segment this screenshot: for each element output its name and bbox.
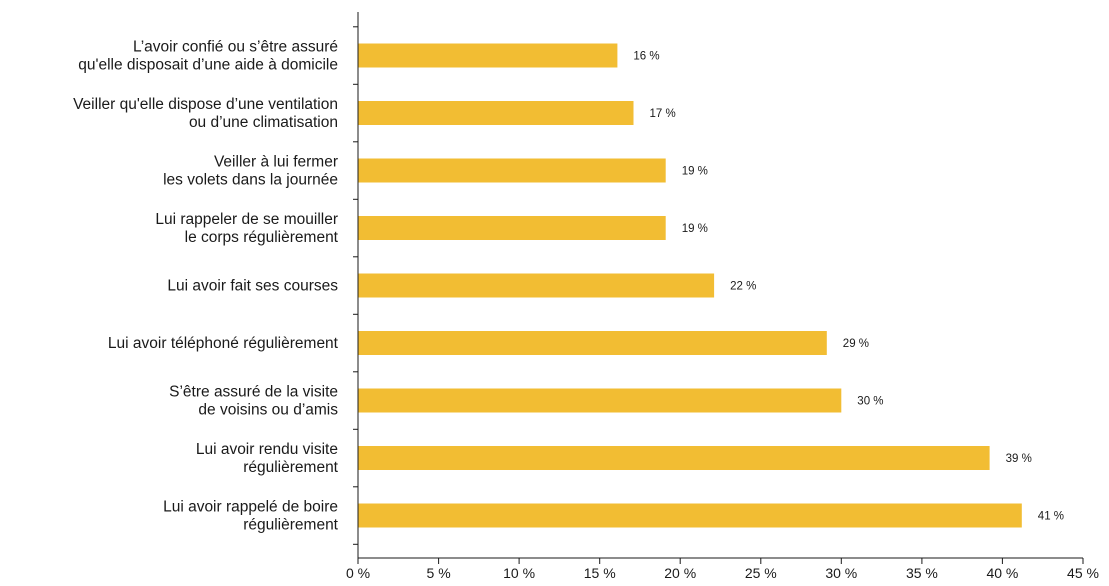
category-label-7: S’être assuré de la visite de voisins ou … bbox=[169, 384, 338, 419]
category-label-line: Lui avoir fait ses courses bbox=[167, 278, 338, 295]
category-label-line: le corps régulièrement bbox=[185, 229, 339, 246]
bar-4 bbox=[358, 216, 666, 240]
value-label-4: 19 % bbox=[682, 223, 708, 235]
value-label-1: 16 % bbox=[633, 51, 659, 63]
bar-2 bbox=[358, 101, 634, 125]
category-label-line: Lui rappeler de se mouiller bbox=[155, 211, 338, 228]
x-tick-label-5: 25 % bbox=[745, 565, 777, 581]
value-label-3: 19 % bbox=[682, 166, 708, 178]
x-tick-label-7: 35 % bbox=[906, 565, 938, 581]
bar-1 bbox=[358, 43, 618, 68]
category-label-3: Veiller à lui fermer les volets dans la j… bbox=[163, 154, 338, 189]
x-tick-label-2: 10 % bbox=[503, 565, 535, 581]
category-label-line: Veiller qu'elle dispose d’une ventilatio… bbox=[73, 96, 338, 113]
category-label-line: Lui avoir rappelé de boire bbox=[163, 499, 338, 516]
axes-layer bbox=[353, 12, 1084, 564]
x-tick-label-1: 5 % bbox=[427, 565, 451, 581]
bar-7 bbox=[358, 388, 842, 413]
x-tick-label-4: 20 % bbox=[664, 565, 696, 581]
bar-3 bbox=[358, 158, 666, 183]
labels-layer: 16 % L’avoir confié ou s’être assuré qu'el… bbox=[73, 39, 1099, 582]
bar-8 bbox=[358, 446, 990, 470]
category-label-line: Lui avoir téléphoné régulièrement bbox=[108, 335, 339, 352]
category-label-2: Veiller qu'elle dispose d’une ventilatio… bbox=[73, 96, 338, 131]
x-tick-label-0: 0 % bbox=[346, 565, 370, 581]
category-label-line: de voisins ou d’amis bbox=[198, 402, 338, 419]
category-label-line: les volets dans la journée bbox=[163, 172, 338, 189]
x-tick-label-6: 30 % bbox=[825, 565, 857, 581]
category-label-8: Lui avoir rendu visite régulièrement bbox=[196, 441, 339, 476]
x-tick-label-8: 40 % bbox=[986, 565, 1018, 581]
category-label-line: ou d’une climatisation bbox=[189, 114, 338, 131]
category-label-9: Lui avoir rappelé de boire régulièrement bbox=[163, 499, 339, 534]
category-label-line: Lui avoir rendu visite bbox=[196, 441, 338, 458]
bars-layer bbox=[358, 43, 1022, 528]
bar-5 bbox=[358, 273, 715, 298]
value-label-5: 22 % bbox=[730, 281, 756, 293]
value-label-2: 17 % bbox=[650, 108, 676, 120]
category-label-4: Lui rappeler de se mouiller le corps régu… bbox=[155, 211, 338, 246]
category-label-line: qu'elle disposait d’une aide à domicile bbox=[78, 57, 338, 74]
value-label-8: 39 % bbox=[1006, 453, 1032, 465]
x-tick-label-3: 15 % bbox=[584, 565, 616, 581]
category-label-1: L’avoir confié ou s’être assuré qu'elle d… bbox=[78, 39, 338, 74]
category-label-line: S’être assuré de la visite bbox=[169, 384, 338, 401]
category-label-6: Lui avoir téléphoné régulièrement bbox=[108, 335, 339, 352]
bar-9 bbox=[358, 503, 1022, 528]
value-label-9: 41 % bbox=[1038, 511, 1064, 523]
x-tick-label-9: 45 % bbox=[1067, 565, 1099, 581]
category-label-line: régulièrement bbox=[243, 459, 338, 476]
category-label-line: régulièrement bbox=[243, 517, 338, 534]
category-label-line: Veiller à lui fermer bbox=[214, 154, 338, 171]
bar-6 bbox=[358, 331, 827, 355]
value-label-6: 29 % bbox=[843, 338, 869, 350]
value-label-7: 30 % bbox=[857, 396, 883, 408]
category-label-5: Lui avoir fait ses courses bbox=[167, 278, 338, 295]
category-label-line: L’avoir confié ou s’être assuré bbox=[133, 39, 338, 56]
